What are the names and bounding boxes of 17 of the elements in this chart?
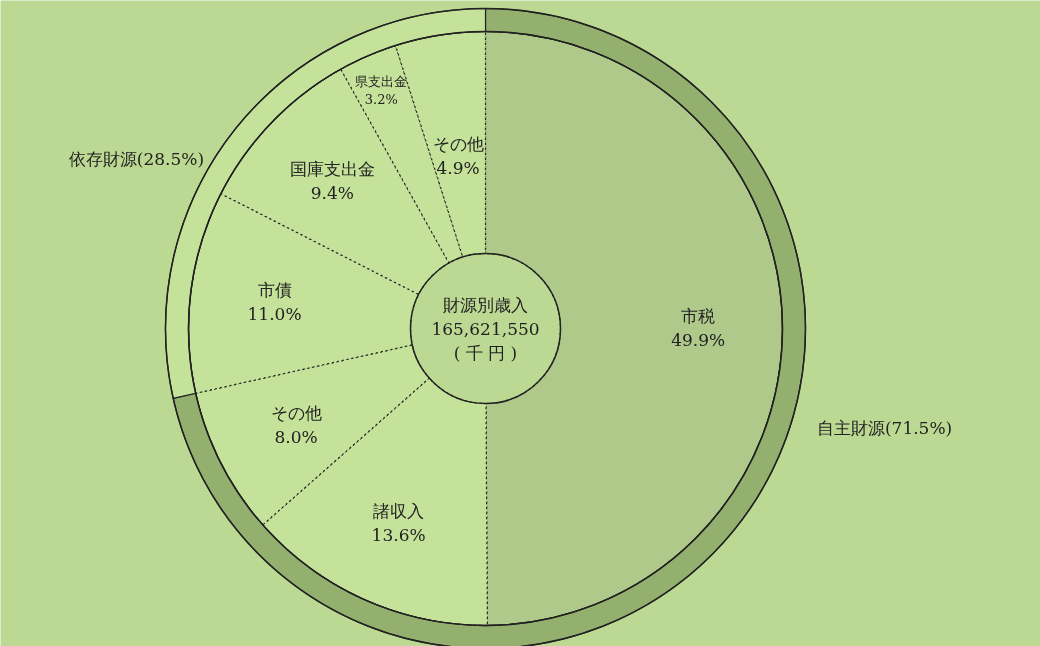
slice-label: その他: [270, 403, 322, 424]
slice-label: 県支出金: [355, 74, 408, 90]
data-label: 13.6%: [371, 524, 426, 545]
slice-label: 諸収入: [373, 500, 425, 521]
data-label: 9.4%: [310, 183, 354, 203]
slice-label: 国庫支出金: [289, 159, 375, 179]
slice-label: 市債: [257, 279, 292, 300]
data-label: 8.0%: [274, 427, 318, 448]
slice-label: 市税: [681, 305, 716, 326]
data-label: 49.9%: [671, 329, 726, 350]
data-label: 3.2%: [364, 92, 398, 108]
slice-label: その他: [432, 133, 484, 154]
data-label: 依存財源(28.5%): [68, 149, 205, 170]
data-label: 自主財源(71.5%): [816, 417, 953, 438]
data-label: 11.0%: [247, 303, 302, 324]
text: 財源別歳入 165,621,550 ( 千 円 ): [431, 294, 540, 363]
data-label: 4.9%: [436, 157, 480, 178]
